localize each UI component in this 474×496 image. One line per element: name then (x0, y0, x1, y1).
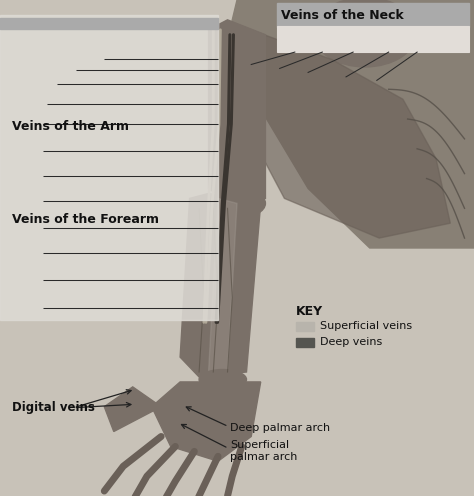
Polygon shape (209, 20, 265, 208)
Text: Digital veins: Digital veins (12, 401, 95, 414)
Text: Deep palmar arch: Deep palmar arch (230, 423, 330, 433)
Text: Superficial veins: Superficial veins (320, 321, 412, 331)
Ellipse shape (199, 370, 246, 389)
Polygon shape (180, 193, 261, 377)
Text: palmar arch: palmar arch (230, 452, 297, 462)
Ellipse shape (209, 188, 265, 218)
Text: Deep veins: Deep veins (320, 337, 382, 347)
Bar (0, 18, 218, 29)
Bar (296, 322, 314, 331)
Text: KEY: KEY (296, 305, 323, 318)
Bar (277, 26, 469, 52)
Polygon shape (228, 0, 474, 248)
Ellipse shape (313, 0, 417, 67)
Bar (277, 3, 469, 27)
Text: Veins of the Neck: Veins of the Neck (281, 9, 404, 22)
Polygon shape (209, 198, 237, 372)
Polygon shape (104, 387, 161, 432)
Text: Veins of the Forearm: Veins of the Forearm (12, 213, 159, 226)
Text: Veins of the Arm: Veins of the Arm (12, 120, 129, 133)
Polygon shape (152, 382, 261, 461)
Bar (296, 338, 314, 347)
Polygon shape (237, 25, 450, 238)
Text: Superficial: Superficial (230, 440, 289, 450)
Bar (0, 15, 218, 320)
